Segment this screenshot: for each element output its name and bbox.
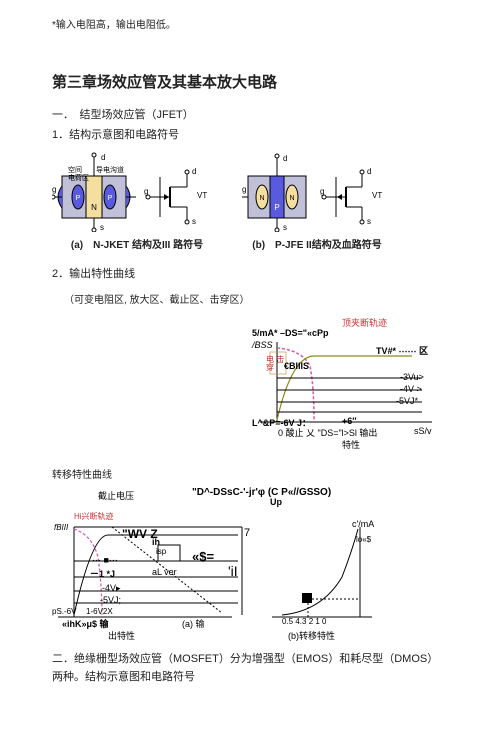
svg-text:电荷区: 电荷区 bbox=[68, 173, 89, 182]
transfer-seq: «$= bbox=[192, 549, 214, 564]
out-right-title: TV#* ⋯⋯ 区 bbox=[376, 344, 428, 357]
transfer-los: lo«$ bbox=[356, 535, 371, 544]
out-te: 特性 bbox=[342, 438, 360, 451]
svg-text:N: N bbox=[91, 203, 97, 212]
out-BIIIS: €BIIIS bbox=[284, 361, 309, 371]
svg-text:d: d bbox=[192, 167, 196, 176]
svg-text:s: s bbox=[367, 217, 371, 226]
transfer-out-te: 出特性 bbox=[108, 629, 135, 642]
fig-b-caption: (b) P-JFE II结构及血路符号 bbox=[242, 236, 392, 251]
svg-text:g: g bbox=[144, 187, 148, 196]
out-y-left: /BSS bbox=[252, 340, 273, 350]
transfer-title: 转移特性曲线 bbox=[52, 466, 448, 481]
svg-text:导电沟道: 导电沟道 bbox=[96, 165, 124, 174]
transfer-mid: 1-6V2X bbox=[86, 607, 113, 616]
fig-a-caption: (a) N-JKET 结构及III 路符号 bbox=[52, 236, 222, 251]
svg-text:g: g bbox=[320, 187, 324, 196]
svg-text:N: N bbox=[259, 195, 264, 202]
svg-text:P: P bbox=[76, 195, 81, 202]
out-bottom-text: 0 酸止 乂 "DS="l>Sl 输出 bbox=[278, 426, 377, 439]
out-plus6: +6″ bbox=[342, 416, 357, 426]
svg-text:g: g bbox=[52, 185, 56, 194]
svg-text:s: s bbox=[100, 223, 104, 232]
transfer-numrow: 0.5 4.3 2 1 0 bbox=[282, 617, 326, 626]
section2-text: 二．绝缘栅型场效应管（MOSFET）分为增强型（EMOS）和耗尽型（DMOS）两… bbox=[52, 651, 448, 686]
transfer-minus5: -5VJ; bbox=[100, 595, 121, 605]
jfet-figures: N P P d s g 空间 电荷区 bbox=[52, 152, 448, 261]
fig-b: P N N d s g d bbox=[242, 152, 392, 261]
transfer-characteristic: 截止电压 "D^-DSsC-'-jrʹφ (C P«//GSSO) Up Hi兴… bbox=[52, 487, 442, 647]
svg-text:VT: VT bbox=[197, 191, 207, 200]
svg-text:VT: VT bbox=[372, 191, 382, 200]
transfer-al-ver: aL ver bbox=[152, 567, 177, 577]
out-l2: -4V > bbox=[400, 384, 422, 394]
transfer-ihK: «ihK»μ$ 输 bbox=[62, 617, 109, 630]
transfer-seven: 7 bbox=[244, 527, 250, 539]
cut-label: 截止电压 bbox=[98, 489, 134, 502]
transfer-acap: (a) 输 bbox=[182, 617, 205, 630]
svg-text:s: s bbox=[192, 217, 196, 226]
transfer-onej: ㄧ1 *J bbox=[90, 567, 115, 580]
item2-note: （可变电阻区, 放大区、截止区、击穿区） bbox=[64, 291, 448, 306]
transfer-formula: "D^-DSsC-'-jrʹφ (C P«//GSSO) bbox=[192, 487, 331, 498]
svg-text:g: g bbox=[242, 185, 246, 194]
out-pinch-label: 顶夹断轨迹 bbox=[342, 316, 387, 329]
out-left-box: 电 击穿 bbox=[266, 356, 286, 372]
transfer-bcap: (b)转移特性 bbox=[288, 629, 335, 642]
svg-text:P: P bbox=[274, 203, 279, 212]
fig-a: N P P d s g 空间 电荷区 bbox=[52, 152, 222, 261]
section1-item1: 1．结构示意图和电路符号 bbox=[52, 126, 448, 142]
section1-heading: 一． 结型场效应管（JFET） bbox=[52, 106, 448, 122]
output-characteristic: 顶夹断轨迹 5/mA* –DS="«cPp /BSS 电 击穿 €BIIIS T… bbox=[52, 316, 442, 446]
section1-item2: 2．输出特性曲线 bbox=[52, 265, 448, 281]
transfer-fBIII: fBIII bbox=[54, 523, 68, 532]
out-l3: -5VJ* bbox=[396, 396, 418, 406]
svg-text:s: s bbox=[283, 223, 287, 232]
svg-text:空间: 空间 bbox=[68, 165, 82, 174]
svg-text:d: d bbox=[283, 154, 287, 163]
transfer-up: Up bbox=[270, 497, 282, 507]
transfer-hi: Hi兴断轨迹 bbox=[74, 511, 114, 522]
svg-text:d: d bbox=[367, 167, 371, 176]
out-l1: -3Vu> bbox=[400, 372, 424, 382]
out-ssv: sS/v bbox=[414, 426, 432, 436]
transfer-cma: c'/mA bbox=[352, 519, 374, 529]
svg-text:N: N bbox=[289, 195, 294, 202]
transfer-isp: isp bbox=[156, 547, 166, 556]
svg-text:d: d bbox=[101, 153, 105, 162]
svg-text:P: P bbox=[108, 195, 113, 202]
chapter-title: 第三章场效应管及其基本放大电路 bbox=[52, 71, 448, 92]
transfer-minus4: -4V▸ bbox=[102, 583, 121, 594]
out-y-top: 5/mA* –DS="«cPp bbox=[252, 328, 329, 338]
transfer-dots: ⋯ ■⋯ bbox=[92, 555, 118, 566]
transfer-iI: 'iI bbox=[228, 563, 238, 579]
top-note: *输入电阻高，输出电阻低。 bbox=[52, 16, 448, 31]
transfer-ih: ih bbox=[152, 537, 160, 547]
transfer-ps-left: pS.-6V bbox=[52, 607, 76, 616]
